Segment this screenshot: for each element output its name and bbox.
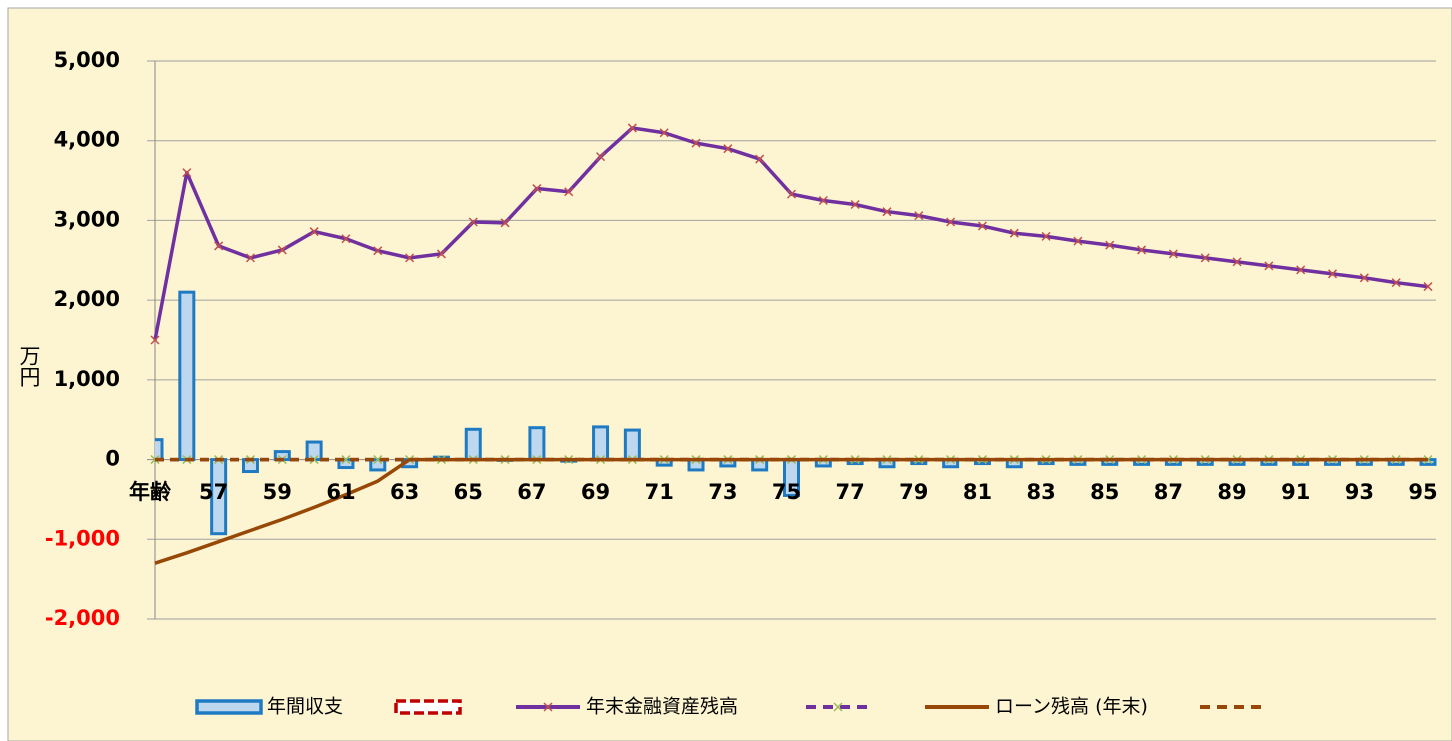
legend-label: 年間収支 (267, 696, 343, 718)
bar (305, 440, 323, 462)
marker (1168, 249, 1178, 259)
marker (373, 246, 383, 256)
x-tick-label: 77 (836, 480, 865, 504)
marker (786, 189, 797, 199)
x-tick-label: 95 (1408, 480, 1437, 504)
x-tick-label: 年齢 (129, 480, 172, 504)
x-tick-label: 61 (326, 480, 355, 504)
marker (818, 195, 828, 206)
marker (309, 227, 319, 237)
x-tick-label: 59 (263, 480, 292, 504)
x-tick-label: 83 (1026, 480, 1055, 504)
marker (1009, 228, 1019, 238)
y-tick-label: 4,000 (54, 128, 120, 152)
y-tick-label: 0 (105, 447, 120, 471)
x-tick-label: 87 (1154, 480, 1183, 504)
x-tick-label: 57 (199, 480, 228, 504)
y-tick-label: 5,000 (54, 48, 120, 72)
x-tick-label: 89 (1217, 480, 1246, 504)
marker (850, 199, 860, 210)
marker (1327, 269, 1338, 279)
x-tick-label: 91 (1281, 480, 1310, 504)
bar (464, 427, 482, 462)
marker (245, 253, 256, 263)
bar (623, 428, 641, 462)
chart-area (7, 7, 1452, 741)
marker (977, 221, 987, 231)
marker (405, 253, 415, 263)
marker (946, 217, 956, 227)
marker (1073, 236, 1083, 246)
marker (532, 184, 542, 194)
marker (627, 123, 637, 133)
marker (309, 455, 319, 465)
marker (914, 211, 924, 221)
marker (214, 241, 224, 251)
y-tick-label: -1,000 (45, 526, 120, 550)
legend-label: 年末金融資産残高 (586, 696, 738, 718)
marker (182, 168, 192, 178)
labels: -2,000 -1,000 0 1,000 2,000 3,000 4,000 5,000 年齢… (45, 48, 1438, 630)
marker (341, 455, 351, 465)
marker (150, 335, 160, 345)
marker (341, 234, 351, 244)
x-tick-label: 65 (454, 480, 483, 504)
marker (373, 455, 383, 465)
marker (500, 218, 510, 228)
marker (468, 217, 478, 227)
marker (723, 144, 733, 154)
x-tick-label: 73 (708, 480, 737, 504)
y-tick-label: -2,000 (45, 606, 120, 630)
x-tick-label: 63 (390, 480, 419, 504)
marker (596, 152, 606, 162)
marker (1232, 257, 1242, 267)
legend: 年間収支 年末金融資産残高 ローン残高 (年末) (195, 696, 1264, 718)
marker (436, 249, 446, 259)
legend-label: ローン残高 (年末) (995, 696, 1148, 718)
marker (1105, 240, 1115, 250)
marker (1200, 253, 1210, 263)
x-tick-label: 93 (1345, 480, 1374, 504)
x-tick-label: 71 (645, 480, 674, 504)
marker (564, 187, 574, 197)
x-tick-label: 67 (517, 480, 546, 504)
marker (1296, 265, 1306, 275)
x-tick-label: 81 (963, 480, 992, 504)
marker (1137, 245, 1147, 255)
x-tick-label: 75 (772, 480, 801, 504)
marker (277, 245, 287, 255)
y-tick-label: 2,000 (54, 287, 120, 311)
y-axis-label: 万円 (17, 345, 41, 387)
marker (1391, 278, 1401, 288)
marker (1041, 231, 1051, 241)
marker (833, 702, 843, 712)
legend-swatch (394, 699, 462, 715)
marker (691, 138, 701, 148)
legend-swatch (195, 699, 263, 715)
y-tick-label: 1,000 (54, 367, 120, 391)
marker (659, 128, 669, 138)
bar (155, 438, 164, 462)
marker (882, 207, 892, 217)
marker (755, 154, 765, 164)
x-tick-label: 85 (1090, 480, 1119, 504)
bar (592, 425, 610, 462)
marker (1264, 261, 1274, 271)
bar (528, 426, 546, 462)
y-tick-label: 3,000 (54, 207, 120, 231)
marker (1423, 282, 1433, 292)
marker (543, 702, 553, 712)
lines (150, 123, 1433, 565)
bar (178, 290, 196, 462)
x-tick-label: 69 (581, 480, 610, 504)
marker (1359, 273, 1369, 283)
bar (241, 458, 259, 474)
x-tick-label: 79 (899, 480, 928, 504)
